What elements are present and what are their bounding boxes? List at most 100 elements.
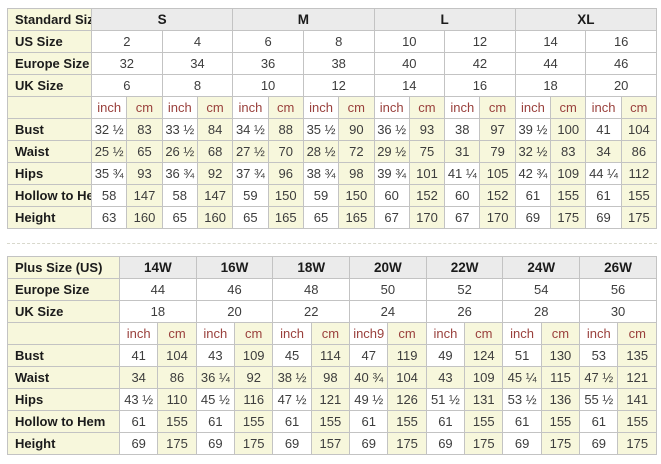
measure-value-cell: 90 [338,118,375,141]
measure-value-cell: 105 [479,162,516,185]
measure-value-cell: 49 ½ [349,388,389,411]
measure-value-cell: 155 [620,184,658,207]
row-label: UK Size [7,300,120,323]
measure-value-cell: 45 ½ [195,388,236,411]
measure-value-cell: 86 [620,140,658,163]
size-row: UK Size 6 8 10 12 14 16 18 20 [7,74,657,97]
measure-value-cell: 175 [234,432,274,455]
size-value-cell: 52 [425,278,504,301]
measure-value-cell: 67 [373,206,410,229]
size-value-cell: 32 [91,52,163,75]
measure-value-cell: 92 [234,366,274,389]
measure-value-cell: 109 [550,162,587,185]
size-value-cell: 10 [232,74,304,97]
measure-value-cell: 61 [502,410,542,433]
measure-value-cell: 160 [196,206,234,229]
measure-value-cell: 175 [540,432,581,455]
unit-cell: cm [550,96,587,119]
measure-value-cell: 42 ¾ [514,162,552,185]
measure-value-cell: 69 [579,432,619,455]
measure-value-cell: 109 [234,344,274,367]
measure-value-cell: 155 [234,410,274,433]
size-row: Europe Size 32 34 36 38 40 42 44 46 [7,52,657,75]
measure-row: Hollow to Hem 61 155 61 155 61 155 61 155 61 155 61… [7,410,657,433]
measure-value-cell: 92 [196,162,234,185]
measure-value-cell: 98 [338,162,375,185]
measure-row: Hips 43 ½ 110 45 ½ 116 47 ½ 121 49 ½ 126 51 ½ 131 5… [7,388,657,411]
measure-value-cell: 170 [408,206,446,229]
size-value-cell: 18 [119,300,197,323]
row-label: UK Size [7,74,92,97]
size-value-cell: 26 [425,300,504,323]
size-row: UK Size 18 20 22 24 26 28 30 [7,300,657,323]
row-label: Bust [7,344,120,367]
measure-value-cell: 100 [550,118,587,141]
row-label: Hollow to Hem [7,410,120,433]
measure-value-cell: 175 [617,432,657,455]
measure-row: Height 63 160 65 160 65 165 65 165 67 170 67 170 69 17… [7,206,658,229]
size-value-cell: 56 [579,278,657,301]
measure-value-cell: 61 [272,410,312,433]
measure-value-cell: 155 [387,410,427,433]
unit-cell: cm [310,322,351,345]
measure-value-cell: 72 [338,140,375,163]
measure-value-cell: 165 [338,206,375,229]
size-value-cell: 20 [585,74,657,97]
plus-size-table: Plus Size (US) 14W 16W 18W 20W 22W 24W 26W Europ… [7,256,657,455]
measure-value-cell: 160 [126,206,163,229]
measure-value-cell: 36 ¾ [161,162,198,185]
size-value-cell: 38 [302,52,375,75]
unit-cell: inch [585,96,622,119]
measure-value-cell: 119 [387,344,427,367]
unit-cell: inch [161,96,198,119]
measure-value-cell: 33 ½ [161,118,198,141]
measure-value-cell: 35 ¾ [90,162,128,185]
measure-value-cell: 88 [267,118,304,141]
row-label: Height [7,206,92,229]
row-label: Waist [7,140,92,163]
measure-value-cell: 121 [617,366,657,389]
measure-value-cell: 45 ¼ [502,366,542,389]
measure-value-cell: 65 [232,206,269,229]
measure-value-cell: 152 [408,184,446,207]
unit-cell: cm [234,322,274,345]
size-value-cell: 40 [373,52,446,75]
unit-cell: cm [196,96,234,119]
unit-cell: inch [579,322,619,345]
measure-value-cell: 67 [444,206,481,229]
size-group-header-row: Plus Size (US) 14W 16W 18W 20W 22W 24W 26W [7,256,657,279]
size-value-cell: 6 [91,74,163,97]
size-value-cell: 12 [302,74,375,97]
measure-value-cell: 36 ½ [373,118,410,141]
measure-value-cell: 58 [161,184,198,207]
measure-value-cell: 53 ½ [502,388,542,411]
measure-value-cell: 114 [310,344,351,367]
measure-value-cell: 59 [302,184,340,207]
row-label: Waist [7,366,120,389]
measure-value-cell: 47 [349,344,389,367]
measure-value-cell: 39 ¾ [373,162,410,185]
measure-value-cell: 28 ½ [302,140,340,163]
unit-cell: inch [195,322,236,345]
size-value-cell: 14 [514,30,587,53]
measure-value-cell: 175 [464,432,504,455]
measure-value-cell: 175 [387,432,427,455]
measure-value-cell: 69 [585,206,622,229]
unit-header-row: inch cm inch cm inch cm inch9 cm inch cm inch cm inc… [7,322,657,345]
row-label: Height [7,432,120,455]
measure-value-cell: 55 ½ [579,388,619,411]
measure-value-cell: 60 [444,184,481,207]
measure-value-cell: 53 [579,344,619,367]
unit-cell: cm [408,96,446,119]
row-label: Bust [7,118,92,141]
size-value-cell: 50 [349,278,427,301]
measure-value-cell: 61 [579,410,619,433]
measure-value-cell: 61 [349,410,389,433]
measure-value-cell: 35 ½ [302,118,340,141]
size-value-cell: 4 [161,30,234,53]
measure-value-cell: 47 ½ [272,388,312,411]
measure-value-cell: 147 [196,184,234,207]
measure-value-cell: 41 [585,118,622,141]
measure-value-cell: 69 [118,432,159,455]
measure-value-cell: 93 [126,162,163,185]
